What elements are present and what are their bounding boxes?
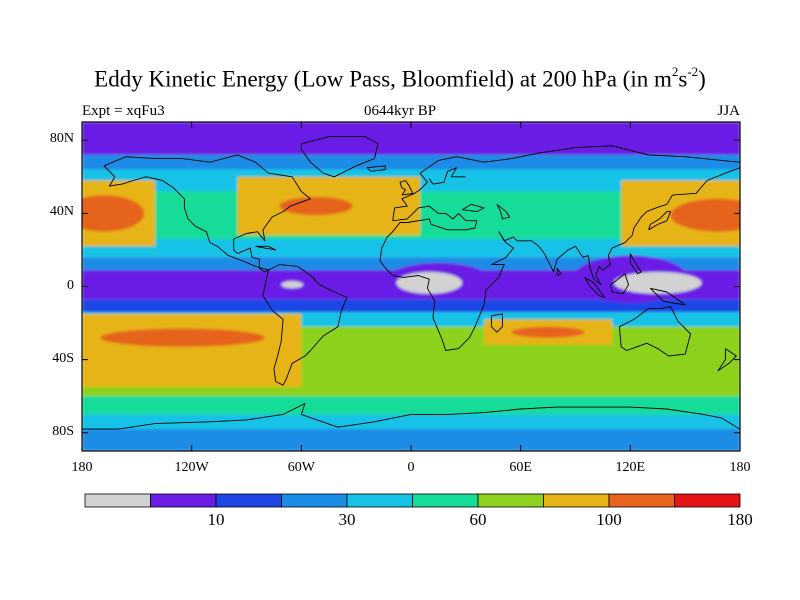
y-tick-label: 40S bbox=[52, 350, 74, 366]
coastline-north-america bbox=[103, 154, 311, 273]
colorbar-swatch bbox=[608, 493, 675, 508]
field-region-band-n-blue2 bbox=[82, 257, 740, 271]
field-region-band-n-cyan2 bbox=[82, 238, 740, 258]
colorbar-label: 30 bbox=[338, 510, 356, 529]
x-tick-label: 120W bbox=[174, 460, 209, 475]
coastline-british-isles bbox=[399, 180, 414, 196]
coastline-antarctica bbox=[82, 403, 740, 430]
y-tick-label: 0 bbox=[67, 277, 74, 293]
coastline-philippines bbox=[629, 253, 642, 275]
coastline-new-guinea bbox=[650, 287, 686, 306]
experiment-label: Expt = xqFu3 bbox=[82, 103, 165, 119]
colorbar-swatch bbox=[674, 493, 741, 508]
field-blob-pac-n-orange-e bbox=[670, 198, 740, 232]
field-blob-s-ind-orange bbox=[511, 326, 585, 338]
x-tick-label: 0 bbox=[407, 460, 415, 475]
x-tick-label: 180 bbox=[71, 460, 93, 475]
coastline-caspian bbox=[496, 203, 511, 220]
coastline-greenland bbox=[300, 136, 379, 178]
coastline-sumatra bbox=[584, 277, 606, 298]
colorbar-swatch bbox=[281, 493, 348, 508]
field-region-band-s-blue bbox=[82, 299, 740, 313]
field-blob-atl-n-orange bbox=[279, 196, 353, 216]
coastline-borneo bbox=[609, 273, 629, 295]
coastline-black-sea bbox=[461, 203, 485, 213]
coastline-japan bbox=[648, 211, 671, 231]
plot-title: Eddy Kinetic Energy (Low Pass, Bloomfiel… bbox=[94, 64, 706, 92]
colorbar bbox=[84, 493, 741, 508]
colorbar-swatch bbox=[84, 493, 151, 508]
colorbar-swatch bbox=[543, 493, 610, 508]
period-label: 0644kyr BP bbox=[363, 103, 437, 119]
y-tick-label: 80N bbox=[49, 131, 74, 147]
coastlines bbox=[82, 136, 740, 430]
field-blob-wpac-gray bbox=[613, 271, 702, 294]
colorbar-swatch bbox=[412, 493, 479, 508]
field-region-band-s-blue3 bbox=[82, 429, 740, 451]
y-tick-label: 40N bbox=[49, 204, 74, 220]
coastline-eurasia-africa bbox=[379, 145, 740, 351]
coastline-new-zealand bbox=[717, 348, 737, 372]
field-blob-sam-gray bbox=[281, 281, 304, 289]
colorbar-label: 180 bbox=[727, 510, 753, 529]
x-tick-label: 120E bbox=[615, 460, 646, 475]
x-tick-label: 60W bbox=[287, 460, 315, 475]
field-blob-pac-n-orange-w bbox=[82, 195, 145, 232]
field-blob-s-pac-orange bbox=[100, 328, 265, 347]
field-blob-s-atl-green bbox=[310, 330, 475, 382]
colorbar-swatch bbox=[215, 493, 282, 508]
colorbar-label: 60 bbox=[469, 510, 487, 529]
colorbar-swatch bbox=[150, 493, 217, 508]
field-region-band-s-cyan3 bbox=[82, 414, 740, 430]
field-region-band-n-blue bbox=[82, 154, 740, 170]
colorbar-label: 100 bbox=[596, 510, 622, 529]
colorbar-swatch bbox=[346, 493, 413, 508]
coastline-scandinavia-gulf bbox=[428, 167, 466, 185]
y-tick-label: 80S bbox=[52, 423, 74, 439]
coastline-madagascar bbox=[490, 313, 503, 333]
coastline-australia bbox=[618, 306, 692, 357]
eke-field bbox=[82, 122, 740, 451]
colorbar-swatch bbox=[477, 493, 544, 508]
coastline-iceland bbox=[366, 165, 386, 172]
field-blob-africa-gray bbox=[396, 271, 463, 294]
coastline-south-america bbox=[262, 264, 348, 386]
field-region-band-s-teal bbox=[82, 396, 740, 415]
x-tick-label: 180 bbox=[729, 460, 751, 475]
coastline-sri-lanka bbox=[556, 267, 562, 276]
season-label: JJA bbox=[717, 103, 740, 119]
coastline-cuba bbox=[255, 245, 277, 251]
x-tick-label: 60E bbox=[509, 460, 532, 475]
axis-ticks bbox=[81, 122, 741, 451]
field-region-s-pac-yellow bbox=[82, 313, 302, 388]
colorbar-label: 10 bbox=[207, 510, 225, 529]
